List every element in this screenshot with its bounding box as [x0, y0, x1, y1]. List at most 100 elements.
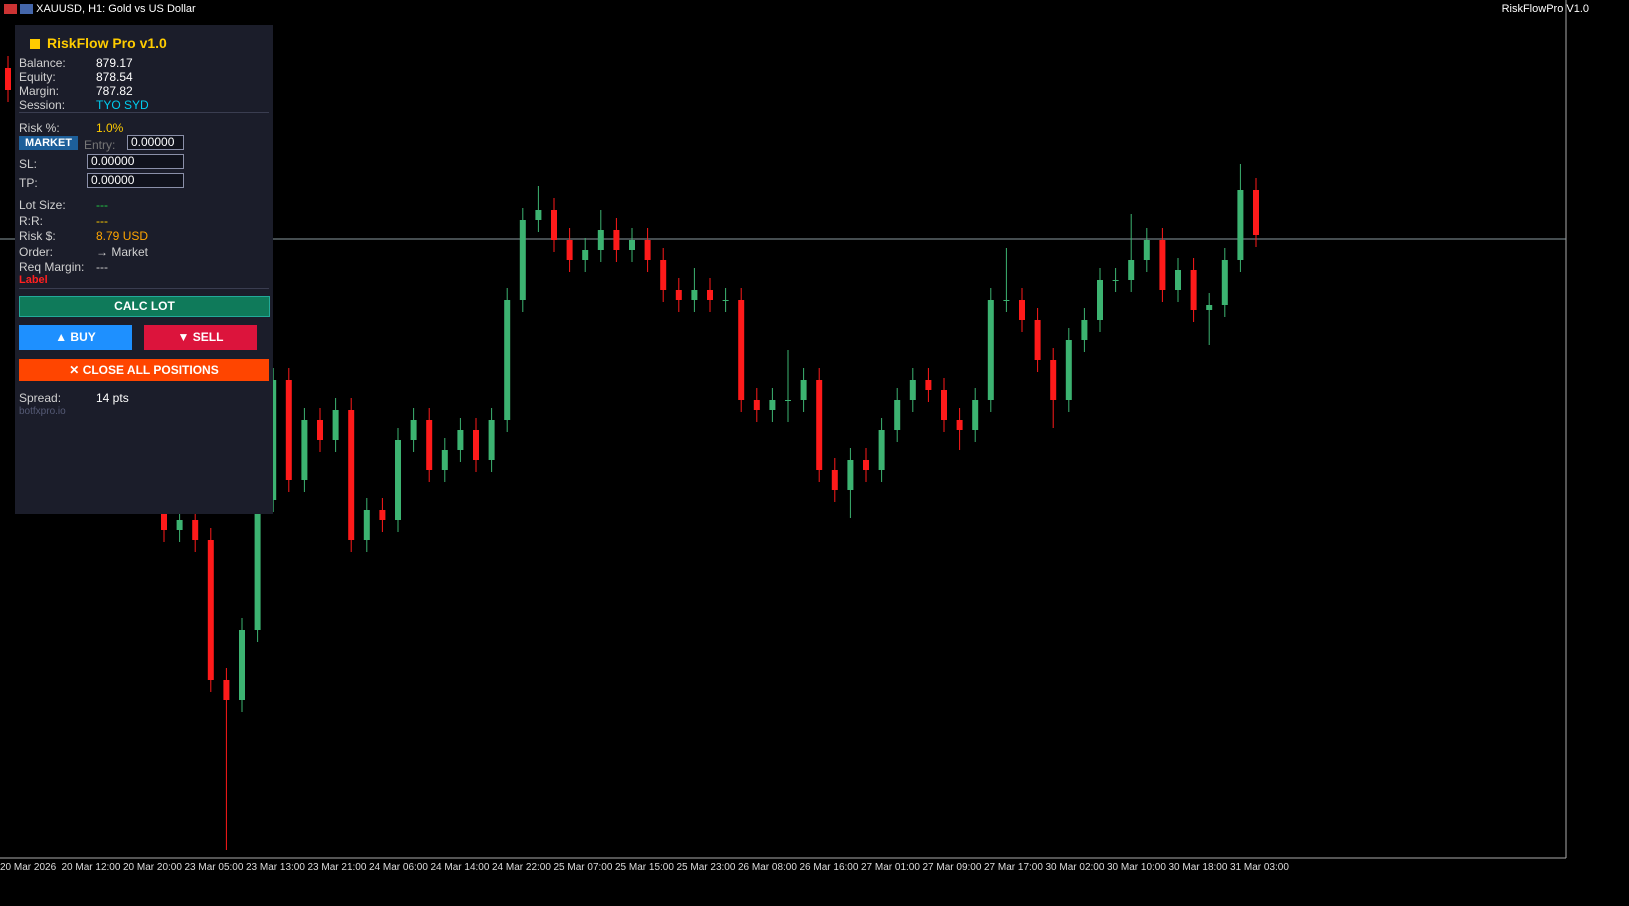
calc-button[interactable]: CALC LOT: [19, 296, 270, 317]
separator: [19, 112, 269, 113]
status: Label: [19, 274, 48, 286]
x-tick-label: 26 Mar 08:00: [738, 862, 797, 873]
candle-body: [800, 380, 807, 400]
x-tick-label: 24 Mar 14:00: [431, 862, 490, 873]
candle-body: [301, 420, 308, 480]
sell-button[interactable]: ▼ SELL: [144, 325, 257, 350]
candle-body: [473, 430, 479, 460]
candle-body: [878, 430, 885, 470]
label: TP:: [19, 176, 38, 190]
candle-body: [1253, 190, 1259, 235]
candle-body: [847, 460, 854, 490]
x-tick-label: 26 Mar 16:00: [800, 862, 859, 873]
panel: RiskFlow Pro v1.0 Balance: 879.17 Equity: 8…: [15, 25, 273, 514]
icon: [30, 39, 40, 49]
market-button[interactable]: MARKET: [19, 136, 78, 150]
label: CLOSE ALL POSITIONS: [82, 363, 219, 377]
candle-body: [707, 290, 713, 300]
label: Session:: [19, 98, 66, 112]
buy-button[interactable]: ▲ BUY: [19, 325, 132, 350]
value: TYO SYD: [96, 98, 149, 112]
candle-body: [176, 520, 183, 530]
candle-body: [1206, 305, 1213, 310]
candle-body: [363, 510, 370, 540]
candle-body: [972, 400, 979, 430]
candle-body: [1003, 300, 1010, 301]
x-tick-label: 20 Mar 12:00: [62, 862, 121, 873]
candle-body: [1237, 190, 1244, 260]
label: Order:: [19, 244, 54, 259]
candle-body: [395, 440, 401, 520]
candle-body: [831, 470, 838, 490]
candle-body: [192, 520, 199, 540]
candle-body: [987, 300, 994, 400]
candle-body: [894, 400, 901, 430]
x-tick-label: 24 Mar 06:00: [369, 862, 428, 873]
candle-body: [254, 500, 261, 630]
label: Entry:: [84, 138, 116, 152]
x-tick-label: 25 Mar 23:00: [677, 862, 736, 873]
candle-body: [426, 420, 433, 470]
candle-body: [348, 410, 355, 540]
candle-body: [1112, 280, 1119, 281]
label: Risk $:: [19, 229, 56, 243]
candle-body: [738, 300, 745, 400]
candle-body: [285, 380, 292, 480]
candle-body: [566, 240, 573, 260]
candle-body: [207, 540, 214, 680]
candle-body: [785, 400, 791, 401]
candle-body: [239, 630, 245, 700]
candle-body: [753, 400, 760, 410]
x-tick-label: 27 Mar 01:00: [861, 862, 920, 873]
value: ---: [96, 260, 108, 274]
label: Balance:: [19, 56, 66, 70]
panel-title: RiskFlow Pro v1.0: [47, 35, 167, 51]
x-tick-label: 30 Mar 02:00: [1046, 862, 1105, 873]
label: SL:: [19, 157, 38, 171]
tp-input[interactable]: 0.00000: [87, 173, 184, 188]
value: ---: [96, 213, 108, 228]
expert-name: RiskFlowPro V1.0: [1501, 3, 1589, 15]
value: → Market: [96, 244, 149, 259]
candle-body: [410, 420, 417, 440]
x-tick-label: 24 Mar 22:00: [492, 862, 551, 873]
x-tick-label: 23 Mar 21:00: [308, 862, 367, 873]
sl-input[interactable]: 0.00000: [87, 154, 184, 169]
candle-body: [1190, 270, 1197, 310]
entry-input[interactable]: 0.00000: [127, 135, 184, 150]
label: R:R:: [19, 213, 43, 228]
candle-body: [691, 290, 698, 300]
value: ---: [96, 198, 108, 212]
x-tick-label: 20 Mar 2026: [0, 862, 57, 873]
x-tick-label: 23 Mar 13:00: [246, 862, 305, 873]
candle-body: [660, 260, 667, 290]
x-tick-label: 23 Mar 05:00: [185, 862, 244, 873]
value: 14 pts: [96, 391, 129, 405]
x-tick-label: 31 Mar 03:00: [1230, 862, 1289, 873]
candle-body: [535, 210, 542, 220]
candle-body: [1050, 360, 1057, 400]
candle-body: [909, 380, 916, 400]
candle-body: [1019, 300, 1025, 320]
candle-body: [613, 230, 620, 250]
candle-body: [1159, 240, 1166, 290]
candle-body: [644, 240, 651, 260]
close-all-button[interactable]: ✕ CLOSE ALL POSITIONS: [19, 359, 269, 381]
value: 878.54: [96, 70, 133, 84]
label: Lot Size:: [19, 198, 66, 212]
label: Spread:: [19, 391, 62, 405]
candle-body: [457, 430, 464, 450]
label: Margin:: [19, 84, 60, 98]
candle-body: [925, 380, 932, 390]
x-tick-label: 25 Mar 15:00: [615, 862, 674, 873]
candle-body: [863, 460, 869, 470]
candle-body: [5, 68, 11, 90]
candle-body: [223, 680, 230, 700]
footer: botfxpro.io: [19, 406, 66, 417]
candle-body: [1081, 320, 1088, 340]
candle-body: [1128, 260, 1135, 280]
candle-body: [551, 210, 557, 240]
candle-body: [1143, 240, 1150, 260]
x-tick-label: 27 Mar 09:00: [923, 862, 982, 873]
x-tick-label: 25 Mar 07:00: [554, 862, 613, 873]
